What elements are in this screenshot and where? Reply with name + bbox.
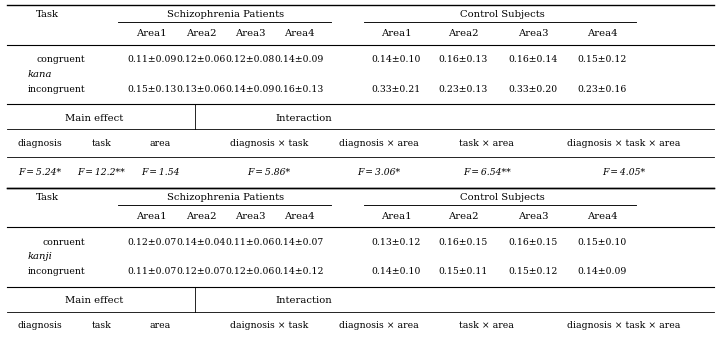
Text: 0.14±0.04: 0.14±0.04 <box>176 238 226 247</box>
Text: 0.15±0.12: 0.15±0.12 <box>508 267 557 276</box>
Text: diagnosis × task × area: diagnosis × task × area <box>567 321 680 330</box>
Text: diagnosis × area: diagnosis × area <box>339 321 419 330</box>
Text: task × area: task × area <box>459 139 514 148</box>
Text: F = 6.54**: F = 6.54** <box>463 168 510 177</box>
Text: F = 1.54: F = 1.54 <box>141 168 180 177</box>
Text: 0.12±0.07: 0.12±0.07 <box>176 267 226 276</box>
Text: Area3: Area3 <box>235 212 265 220</box>
Text: 0.14±0.09: 0.14±0.09 <box>275 55 324 64</box>
Text: Task: Task <box>35 10 59 19</box>
Text: diagnosis: diagnosis <box>17 139 62 148</box>
Text: congruent: congruent <box>37 55 85 64</box>
Text: 0.11±0.09: 0.11±0.09 <box>127 55 176 64</box>
Text: diagnosis × task: diagnosis × task <box>230 139 308 148</box>
Text: Area4: Area4 <box>587 212 617 220</box>
Text: 0.23±0.16: 0.23±0.16 <box>578 85 627 94</box>
Text: Schizophrenia Patients: Schizophrenia Patients <box>167 193 284 202</box>
Text: 0.14±0.12: 0.14±0.12 <box>275 267 324 276</box>
Text: 0.14±0.09: 0.14±0.09 <box>226 85 275 94</box>
Text: 0.15±0.12: 0.15±0.12 <box>578 55 627 64</box>
Text: Area2: Area2 <box>448 212 479 220</box>
Text: 0.16±0.14: 0.16±0.14 <box>508 55 557 64</box>
Text: Area1: Area1 <box>381 29 411 38</box>
Text: task: task <box>91 321 111 330</box>
Text: F = 12.2**: F = 12.2** <box>77 168 125 177</box>
Text: 0.15±0.13: 0.15±0.13 <box>127 85 176 94</box>
Text: Area2: Area2 <box>186 29 216 38</box>
Text: Area1: Area1 <box>137 212 167 220</box>
Text: Schizophrenia Patients: Schizophrenia Patients <box>167 10 284 19</box>
Text: 0.16±0.13: 0.16±0.13 <box>275 85 324 94</box>
Text: 0.16±0.15: 0.16±0.15 <box>439 238 488 247</box>
Text: Area1: Area1 <box>381 212 411 220</box>
Text: Area3: Area3 <box>235 29 265 38</box>
Text: Area2: Area2 <box>186 212 216 220</box>
Text: F = 5.24*: F = 5.24* <box>18 168 61 177</box>
Text: daignosis × task: daignosis × task <box>230 321 308 330</box>
Text: Control Subjects: Control Subjects <box>460 10 545 19</box>
Text: 0.16±0.15: 0.16±0.15 <box>508 238 557 247</box>
Text: incongruent: incongruent <box>27 267 85 276</box>
Text: Control Subjects: Control Subjects <box>460 193 545 202</box>
Text: area: area <box>150 139 171 148</box>
Text: Interaction: Interaction <box>275 296 332 305</box>
Text: 0.12±0.06: 0.12±0.06 <box>176 55 226 64</box>
Text: Area1: Area1 <box>137 29 167 38</box>
Text: 0.15±0.10: 0.15±0.10 <box>578 238 627 247</box>
Text: Area4: Area4 <box>587 29 617 38</box>
Text: Area4: Area4 <box>284 29 315 38</box>
Text: 0.15±0.11: 0.15±0.11 <box>439 267 488 276</box>
Text: task × area: task × area <box>459 321 514 330</box>
Text: Area4: Area4 <box>284 212 315 220</box>
Text: 0.14±0.07: 0.14±0.07 <box>275 238 324 247</box>
Text: 0.14±0.09: 0.14±0.09 <box>578 267 627 276</box>
Text: area: area <box>150 321 171 330</box>
Text: Main effect: Main effect <box>65 296 123 305</box>
Text: incongruent: incongruent <box>27 85 85 94</box>
Text: Interaction: Interaction <box>275 114 332 123</box>
Text: Area3: Area3 <box>518 29 548 38</box>
Text: Area3: Area3 <box>518 212 548 220</box>
Text: F = 5.86*: F = 5.86* <box>247 168 291 177</box>
Text: 0.33±0.20: 0.33±0.20 <box>508 85 557 94</box>
Text: 0.12±0.06: 0.12±0.06 <box>226 267 275 276</box>
Text: 0.12±0.07: 0.12±0.07 <box>127 238 176 247</box>
Text: diagnosis × task × area: diagnosis × task × area <box>567 139 680 148</box>
Text: 0.14±0.10: 0.14±0.10 <box>372 55 421 64</box>
Text: 0.13±0.12: 0.13±0.12 <box>372 238 421 247</box>
Text: Main effect: Main effect <box>65 114 123 123</box>
Text: diagnosis: diagnosis <box>17 321 62 330</box>
Text: F = 4.05*: F = 4.05* <box>602 168 645 177</box>
Text: 0.11±0.06: 0.11±0.06 <box>226 238 275 247</box>
Text: Task: Task <box>35 193 59 202</box>
Text: 0.33±0.21: 0.33±0.21 <box>372 85 421 94</box>
Text: diagnosis × area: diagnosis × area <box>339 139 419 148</box>
Text: 0.12±0.08: 0.12±0.08 <box>226 55 275 64</box>
Text: kanji: kanji <box>27 252 52 262</box>
Text: Area2: Area2 <box>448 29 479 38</box>
Text: 0.13±0.06: 0.13±0.06 <box>176 85 226 94</box>
Text: 0.14±0.10: 0.14±0.10 <box>372 267 421 276</box>
Text: conruent: conruent <box>43 238 85 247</box>
Text: kana: kana <box>27 70 52 79</box>
Text: 0.16±0.13: 0.16±0.13 <box>439 55 488 64</box>
Text: 0.11±0.07: 0.11±0.07 <box>127 267 176 276</box>
Text: F = 3.06*: F = 3.06* <box>357 168 401 177</box>
Text: task: task <box>91 139 111 148</box>
Text: 0.23±0.13: 0.23±0.13 <box>439 85 488 94</box>
